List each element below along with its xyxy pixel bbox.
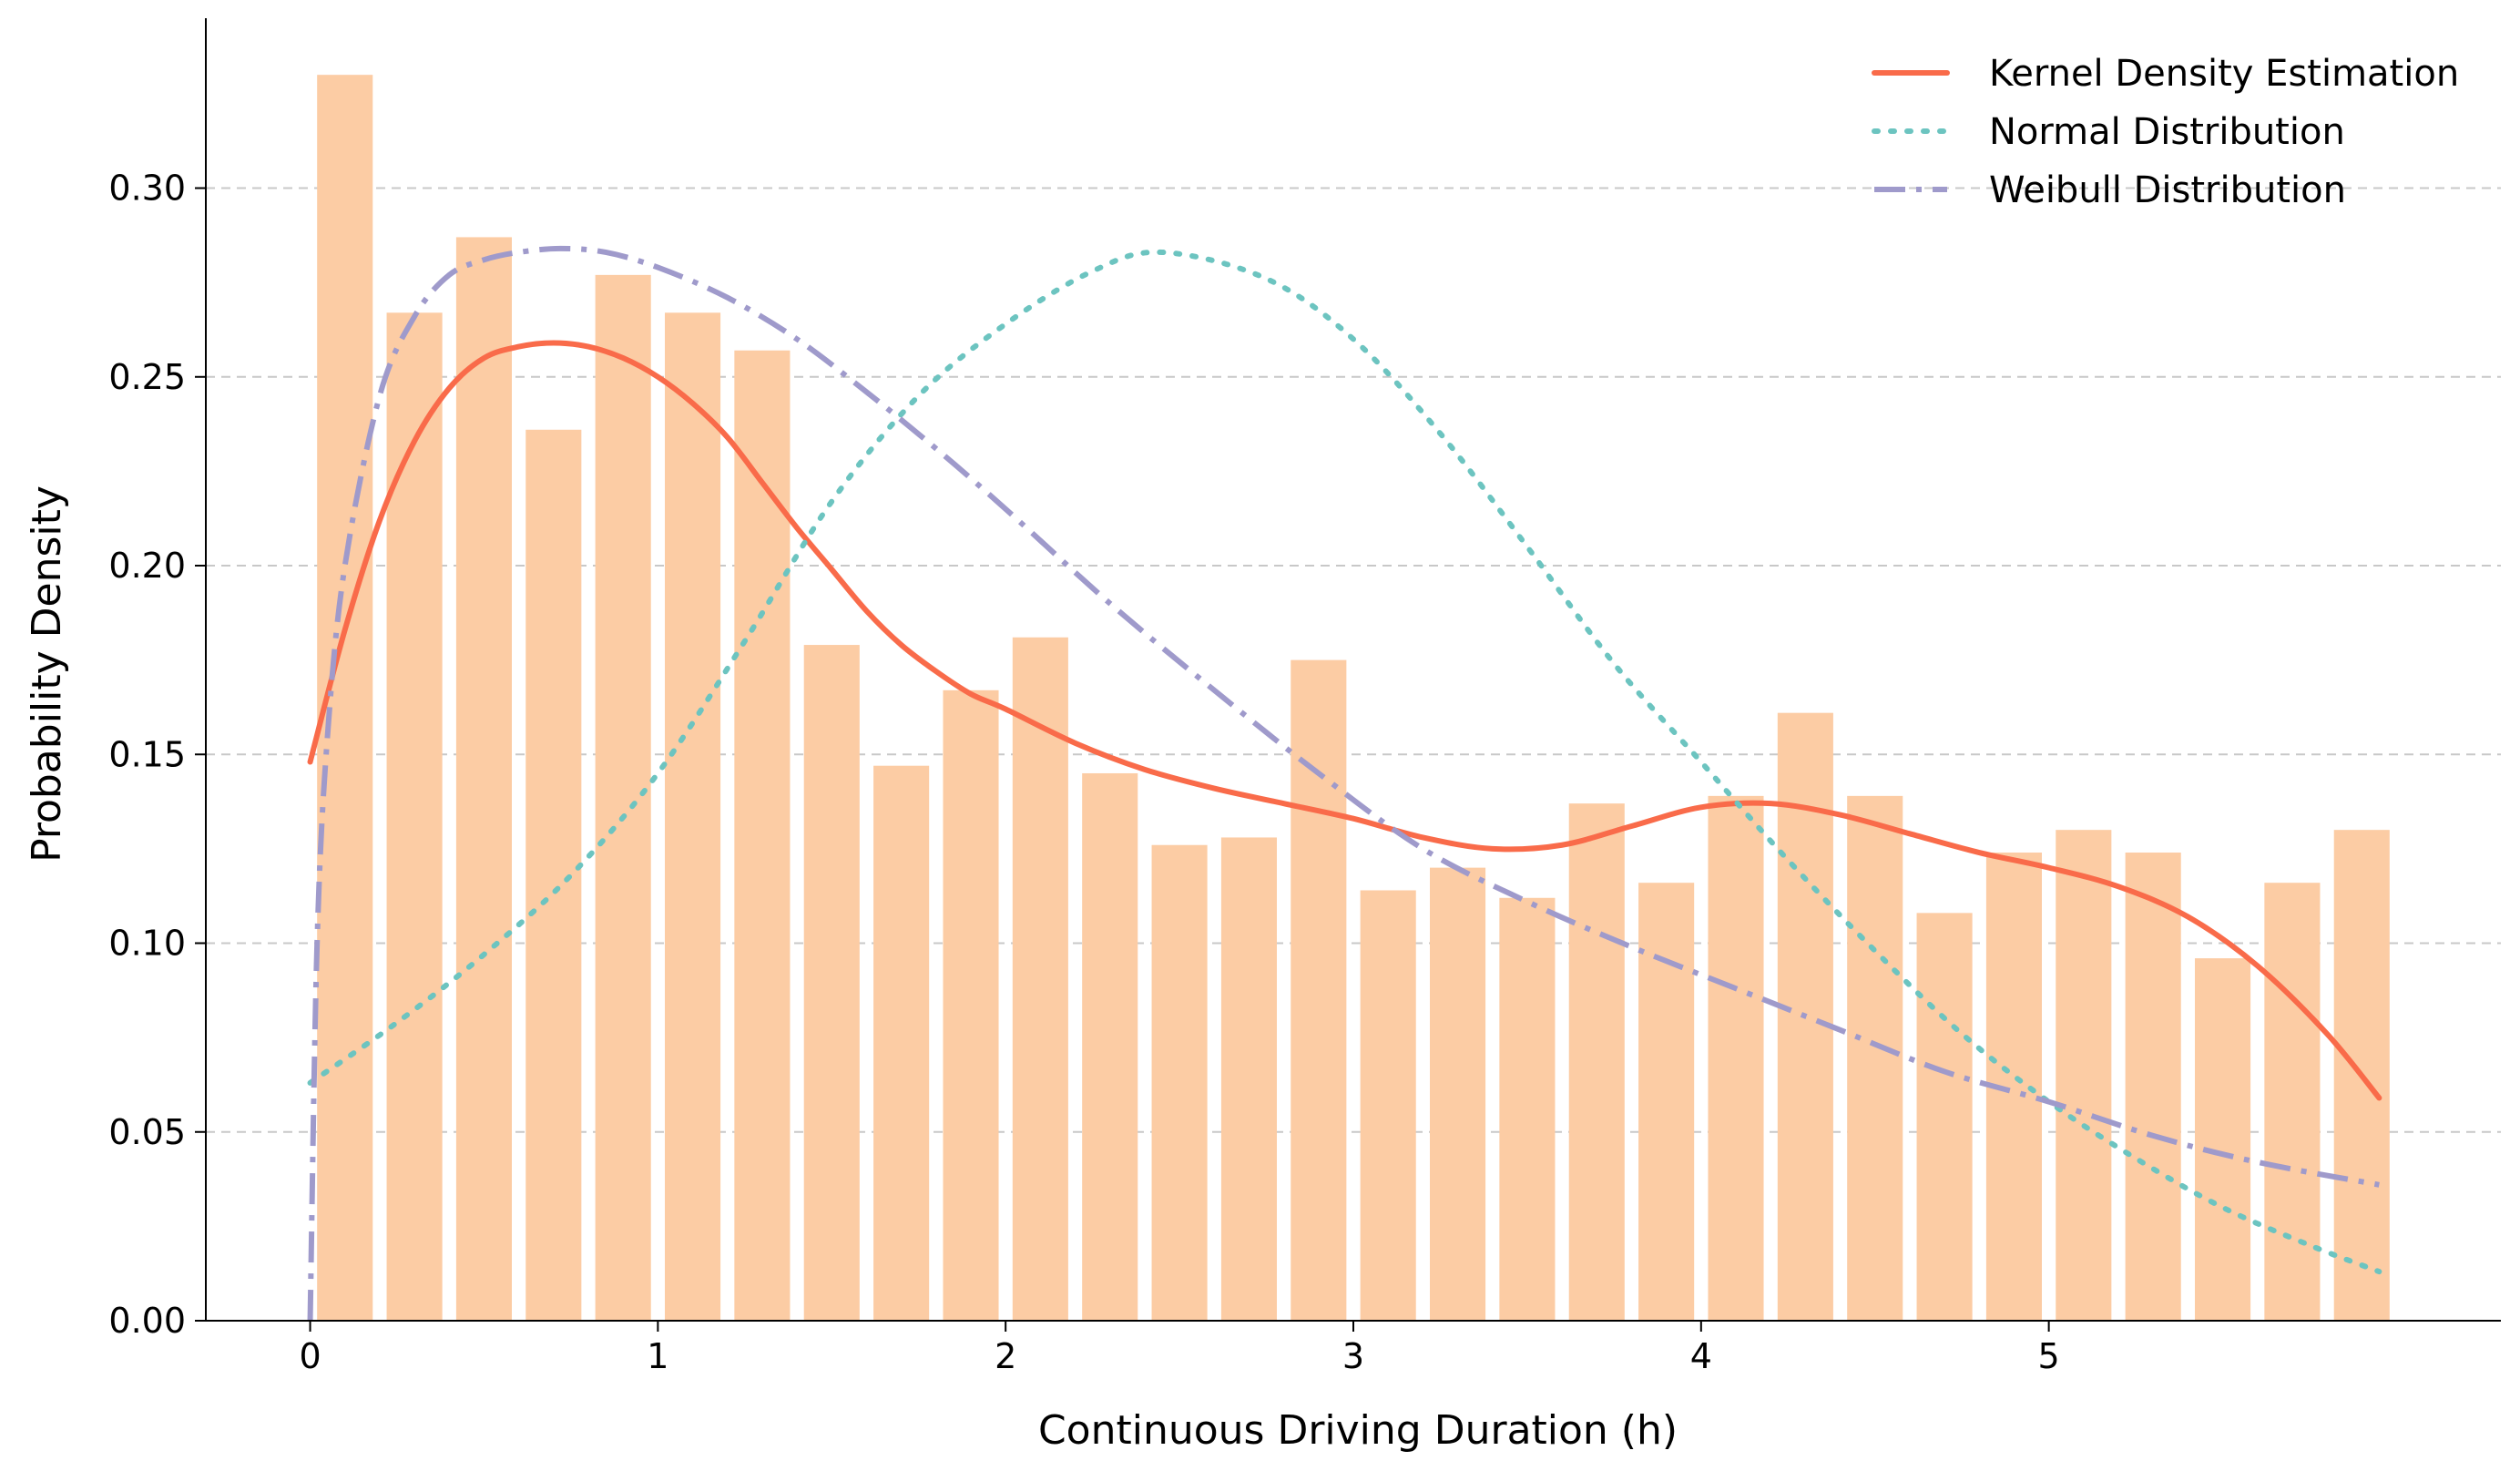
histogram-bar-11 (1082, 772, 1138, 1321)
x-axis-title: Continuous Driving Duration (h) (1038, 1407, 1678, 1454)
histogram-bar-8 (873, 765, 930, 1321)
histogram-bar-19 (1638, 883, 1695, 1321)
legend-label-normal-distribution: Normal Distribution (1989, 111, 2345, 153)
histogram-bar-5 (665, 312, 721, 1322)
histogram-bar-25 (2056, 830, 2112, 1321)
legend: Kernel Density Estimation Normal Distribu… (1872, 53, 2459, 211)
series-line-weibull-distribution (307, 245, 2380, 1322)
x-tick-label-3: 3 (1342, 1336, 1364, 1376)
x-tick-label-0: 0 (299, 1336, 321, 1376)
histogram-bar-23 (1916, 913, 1973, 1321)
series-line-normal-distribution (307, 249, 2382, 1275)
histogram-bar-1 (386, 312, 443, 1322)
histogram-bar-10 (1012, 637, 1068, 1321)
histogram-bar-4 (595, 274, 651, 1321)
histogram-bar-7 (803, 645, 860, 1321)
legend-label-weibull-distribution: Weibull Distribution (1989, 169, 2346, 211)
y-axis-title: Probability Density (24, 485, 70, 863)
x-tick-label-2: 2 (995, 1336, 1016, 1376)
histogram-bar-26 (2125, 853, 2181, 1321)
density-curves (307, 245, 2382, 1322)
histogram-bar-22 (1847, 795, 1903, 1321)
histogram-bar-2 (455, 237, 512, 1322)
histogram-bar-6 (734, 350, 791, 1321)
histogram-bar-13 (1220, 837, 1277, 1321)
y-tick-label-1: 0.05 (108, 1112, 186, 1152)
histogram-bar-28 (2264, 883, 2321, 1321)
x-tick-label-1: 1 (647, 1336, 668, 1376)
y-tick-label-0: 0.00 (108, 1301, 186, 1341)
y-tick-label-2: 0.10 (108, 924, 186, 964)
grid (206, 187, 2501, 1133)
x-tick-label-5: 5 (2038, 1336, 2060, 1376)
y-tick-label-6: 0.30 (108, 169, 186, 209)
histogram-bar-27 (2195, 958, 2251, 1321)
histogram-bar-3 (525, 429, 582, 1321)
histogram-bar-14 (1291, 659, 1347, 1321)
histogram-bar-9 (943, 690, 999, 1321)
ticks: 0 1 2 3 4 5 0.00 0.05 0.10 0.15 0.20 0.25 0.30 (108, 169, 2059, 1376)
y-tick-label-5: 0.25 (108, 357, 186, 397)
y-tick-label-3: 0.15 (108, 734, 186, 774)
histogram-bar-20 (1708, 795, 1764, 1321)
y-tick-label-4: 0.20 (108, 546, 186, 586)
histogram-bar-15 (1360, 890, 1416, 1321)
histogram-bar-18 (1568, 803, 1625, 1321)
series-line-kernel-density-estimation (307, 340, 2382, 1101)
histogram-bar-16 (1430, 867, 1486, 1321)
x-tick-label-4: 4 (1690, 1336, 1712, 1376)
histogram-bars (317, 75, 2390, 1322)
histogram-bar-17 (1499, 897, 1556, 1321)
histogram-bar-12 (1151, 844, 1208, 1321)
legend-label-kernel-density-estimation: Kernel Density Estimation (1989, 53, 2459, 95)
